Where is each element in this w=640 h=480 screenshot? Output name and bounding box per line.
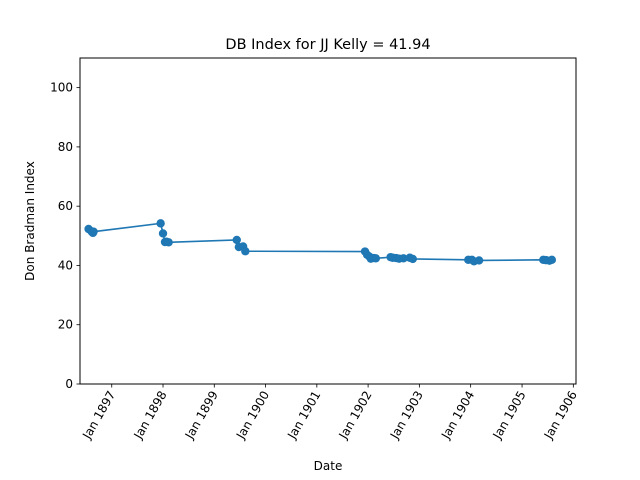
y-tick-label: 100 xyxy=(50,81,73,95)
chart-title: DB Index for JJ Kelly = 41.94 xyxy=(225,37,430,53)
y-tick-label: 40 xyxy=(58,258,73,272)
axes-frame xyxy=(79,57,577,385)
y-axis-label: Don Bradman Index xyxy=(23,161,37,281)
data-point xyxy=(241,247,250,256)
y-tick-label: 0 xyxy=(65,377,73,391)
data-point xyxy=(474,256,484,265)
data-point xyxy=(156,219,165,228)
data-point xyxy=(547,255,557,265)
x-axis-label: Date xyxy=(314,459,343,473)
data-point xyxy=(232,235,241,245)
data-point xyxy=(158,229,168,238)
data-point xyxy=(371,254,381,263)
y-tick-label: 20 xyxy=(58,318,73,332)
y-tick-label: 60 xyxy=(58,199,73,213)
data-point xyxy=(408,254,417,264)
data-point xyxy=(89,227,98,236)
y-tick-label: 80 xyxy=(58,140,73,154)
data-point xyxy=(399,254,408,263)
data-point xyxy=(164,238,173,247)
